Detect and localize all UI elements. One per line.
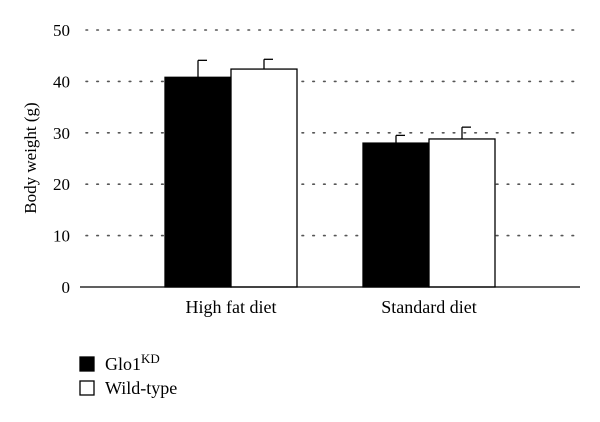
category-label: Standard diet bbox=[381, 297, 476, 317]
y-tick-label: 20 bbox=[53, 175, 70, 194]
y-tick-label: 40 bbox=[53, 72, 70, 91]
category-label: High fat diet bbox=[186, 297, 277, 317]
y-tick-label: 50 bbox=[53, 21, 70, 40]
gridlines bbox=[85, 29, 575, 237]
legend-swatch-glo1kd bbox=[79, 356, 95, 372]
legend-swatch-wild-type bbox=[79, 380, 95, 396]
y-tick-label: 0 bbox=[62, 278, 71, 297]
axes: 0 10 20 30 40 50 High fat diet Standard diet Bod… bbox=[21, 21, 580, 317]
bar-glo1kd bbox=[164, 76, 232, 288]
bar-wild-type bbox=[230, 68, 298, 288]
bar-wild-type bbox=[428, 138, 496, 288]
bars bbox=[164, 58, 496, 288]
legend-label: Glo1KD bbox=[105, 351, 160, 374]
bar-glo1kd bbox=[362, 142, 430, 288]
y-axis-label: Body weight (g) bbox=[21, 102, 40, 213]
legend-label: Wild-type bbox=[105, 378, 177, 398]
legend: Glo1KD Wild-type bbox=[79, 351, 177, 398]
y-tick-label: 10 bbox=[53, 227, 70, 246]
y-tick-label: 30 bbox=[53, 124, 70, 143]
